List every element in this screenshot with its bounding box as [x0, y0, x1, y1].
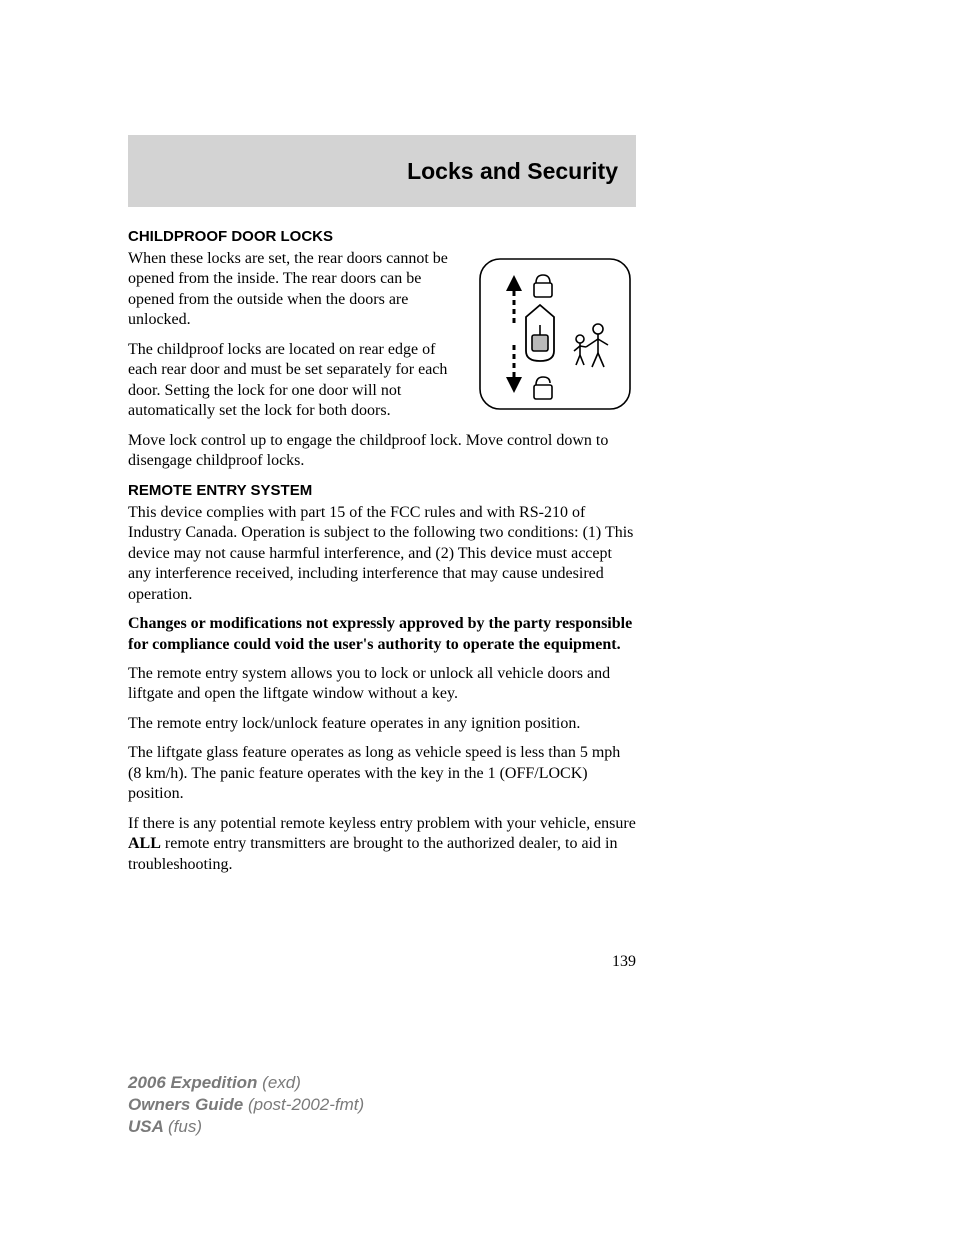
footer-l3a: USA: [128, 1117, 168, 1136]
footer-l2a: Owners Guide: [128, 1095, 248, 1114]
remote-p1: This device complies with part 15 of the…: [128, 503, 636, 605]
section-header-title: Locks and Security: [407, 158, 618, 185]
childproof-p3: Move lock control up to engage the child…: [128, 431, 636, 472]
footer-l3b: (fus): [168, 1117, 202, 1136]
remote-p6-a: If there is any potential remote keyless…: [128, 815, 636, 832]
remote-p3: The remote entry system allows you to lo…: [128, 664, 636, 705]
remote-p2-bold: Changes or modifications not expressly a…: [128, 614, 636, 655]
footer-line-2: Owners Guide (post-2002-fmt): [128, 1094, 364, 1116]
heading-remote: REMOTE ENTRY SYSTEM: [128, 482, 636, 499]
section-header-band: Locks and Security: [128, 135, 636, 207]
childproof-row: When these locks are set, the rear doors…: [128, 249, 636, 431]
childproof-lock-diagram: [474, 253, 636, 415]
remote-p5: The liftgate glass feature operates as l…: [128, 743, 636, 804]
footer-line-3: USA (fus): [128, 1116, 364, 1138]
remote-p6-bold: ALL: [128, 835, 161, 852]
childproof-p2: The childproof locks are located on rear…: [128, 340, 460, 422]
remote-p6: If there is any potential remote keyless…: [128, 814, 636, 875]
childproof-p1: When these locks are set, the rear doors…: [128, 249, 460, 331]
remote-p6-b: remote entry transmitters are brought to…: [128, 835, 617, 872]
footer-l2b: (post-2002-fmt): [248, 1095, 364, 1114]
footer-line-1: 2006 Expedition (exd): [128, 1072, 364, 1094]
heading-childproof: CHILDPROOF DOOR LOCKS: [128, 228, 636, 245]
remote-p4: The remote entry lock/unlock feature ope…: [128, 714, 636, 734]
footer-l1a: 2006 Expedition: [128, 1073, 262, 1092]
footer-l1b: (exd): [262, 1073, 301, 1092]
page-content: CHILDPROOF DOOR LOCKS When these locks a…: [128, 218, 636, 884]
footer-block: 2006 Expedition (exd) Owners Guide (post…: [128, 1072, 364, 1137]
childproof-text-col: When these locks are set, the rear doors…: [128, 249, 460, 431]
page-number: 139: [612, 953, 636, 971]
